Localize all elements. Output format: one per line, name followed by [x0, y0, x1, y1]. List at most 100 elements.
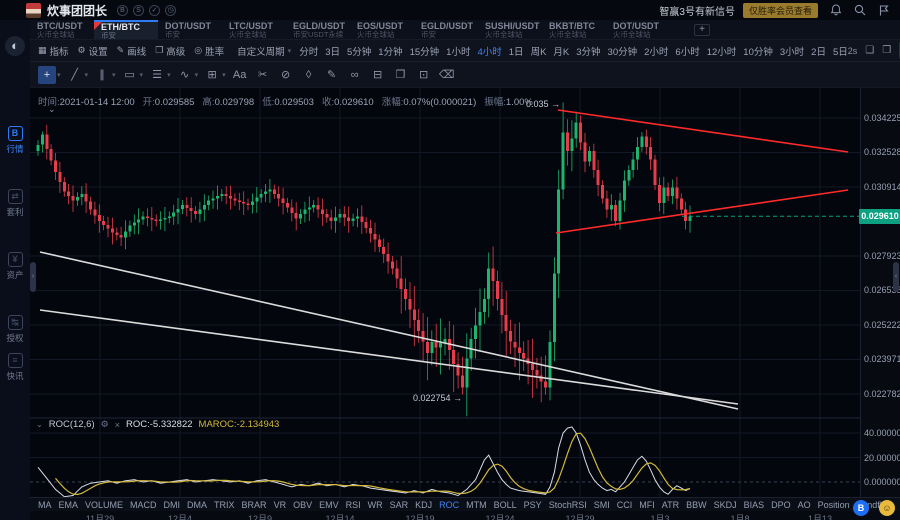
symbol-tab[interactable]: EOS/USDT 火币全球站 [357, 21, 404, 39]
indicator-tool[interactable]: ▦ 指标 [38, 45, 69, 58]
period-option[interactable]: 4小时 [477, 46, 502, 58]
indicator-tab[interactable]: Position [817, 499, 850, 510]
roc-close-icon[interactable]: × [114, 419, 120, 430]
sidebar-item[interactable]: ↹ 授权 [6, 315, 24, 343]
candlestick-chart[interactable]: 0.035 → 0.022754 → [30, 88, 860, 498]
indicator-tab[interactable]: SAR [389, 499, 409, 510]
indicator-tab[interactable]: AO [797, 499, 811, 510]
magnet-tool[interactable]: ∞ ▾ [350, 68, 359, 81]
app-logo-icon[interactable]: ◐ [5, 36, 25, 56]
period-option[interactable]: 2日 [811, 46, 826, 58]
indicator-tab[interactable]: OBV [293, 499, 313, 510]
indicator-tab[interactable]: EMA [58, 499, 79, 510]
roc-settings-icon[interactable]: ⚙ [100, 419, 109, 429]
vip-badge[interactable]: 仅胜率会员查看 [742, 2, 818, 18]
indicator-tab[interactable]: BBW [686, 499, 707, 510]
current-price-badge[interactable]: 0.029610 [859, 208, 900, 224]
indicator-tab[interactable]: KDJ [415, 499, 433, 510]
period-option[interactable]: 分时 [299, 46, 319, 58]
pencil-tool[interactable]: ✎ ▾ [327, 69, 337, 81]
period-option[interactable]: 5日 [832, 46, 848, 58]
indicator-tab[interactable]: SMI [593, 499, 610, 510]
period-option[interactable]: 1日 [508, 46, 524, 58]
symbol-tab[interactable]: BTC/USDT 火币全球站 [37, 21, 83, 39]
wave-tool[interactable]: ∿ ▾ [179, 69, 199, 81]
delete-tool[interactable]: ⌫ ▾ [438, 69, 455, 81]
symbol-tab[interactable]: ETH/BTC 币安 [94, 20, 158, 40]
indicator-tab[interactable]: MTM [466, 499, 487, 510]
bluetooth-float-button[interactable]: B [853, 500, 869, 516]
period-option[interactable]: 15分钟 [409, 46, 440, 58]
multi-window-icon[interactable]: ❐ [882, 45, 892, 56]
period-option[interactable]: 月K [553, 46, 570, 58]
period-option[interactable]: 3小时 [779, 46, 805, 58]
brush-tool[interactable]: ✂ ▾ [258, 69, 268, 81]
period-option[interactable]: 12小时 [706, 46, 737, 58]
settings-tool[interactable]: ⚙ 设置 [77, 45, 108, 58]
period-option[interactable]: 周K [530, 46, 547, 58]
period-option[interactable]: 1小时 [446, 46, 471, 58]
horizontal-lines-tool[interactable]: ☰ ▾ [152, 69, 171, 81]
period-option[interactable]: 3分钟 [576, 46, 601, 58]
grid-tool[interactable]: ⊞ ▾ [207, 69, 226, 81]
indicator-tab[interactable]: DMI [163, 499, 181, 510]
period-option[interactable]: 6小时 [675, 46, 700, 58]
user-avatar[interactable] [26, 2, 41, 18]
left-panel-handle[interactable]: › [30, 262, 36, 292]
sidebar-item[interactable]: ¥ 资产 [6, 252, 24, 280]
symbol-tab[interactable]: EGLD/USDT 币安USDT永续 [293, 21, 346, 39]
service-float-button[interactable]: ☺ [879, 500, 895, 516]
indicator-tab[interactable]: VOLUME [85, 499, 124, 510]
period-option[interactable]: 5分钟 [347, 46, 372, 58]
text-tool[interactable]: Aa ▾ [232, 68, 247, 81]
symbol-tab[interactable]: DOT/USDT 币安 [165, 21, 211, 39]
add-tab-button[interactable]: + [694, 24, 710, 36]
indicator-tab[interactable]: SKDJ [713, 499, 737, 510]
symbol-tab[interactable]: LTC/USDT 火币全球站 [229, 21, 273, 39]
indicator-tab[interactable]: Fundflow [856, 499, 894, 510]
symbol-tab[interactable]: SUSHI/USDT 火币全球站 [485, 21, 540, 39]
indicator-tab[interactable]: ROC [439, 499, 460, 510]
lock-tool[interactable]: ⊟ ▾ [373, 69, 383, 81]
collapse-roc-chevron[interactable]: ⌄ [36, 420, 43, 429]
indicator-tab[interactable]: StochRSI [548, 499, 587, 510]
drawline-tool[interactable]: ✎ 画线 [116, 45, 147, 58]
screenshot-tool[interactable]: ⊡ ▾ [419, 69, 429, 81]
indicator-tab[interactable]: EMV [319, 499, 339, 510]
indicator-tab[interactable]: BIAS [743, 499, 765, 510]
indicator-tab[interactable]: BOLL [493, 499, 517, 510]
indicator-tab[interactable]: VR [273, 499, 287, 510]
right-panel-handle[interactable]: ‹ [893, 262, 899, 292]
sidebar-item[interactable]: B 行情 [6, 126, 24, 154]
search-icon[interactable] [854, 4, 866, 16]
copy-tool[interactable]: ❐ ▾ [395, 69, 406, 81]
indicator-tab[interactable]: PSY [523, 499, 542, 510]
indicator-tab[interactable]: DMA [187, 499, 208, 510]
period-option[interactable]: 10分钟 [743, 46, 773, 58]
channel-tool[interactable]: ∥ ▾ [99, 69, 116, 81]
sidebar-item[interactable]: ⇄ 套利 [6, 189, 24, 217]
symbol-tab[interactable]: DOT/USDT 火币全球站 [613, 21, 659, 39]
advanced-tool[interactable]: ❒ 高级 [155, 45, 186, 58]
sidebar-item[interactable]: ≡ 快讯 [6, 353, 24, 381]
custom-period-dropdown[interactable]: 自定义周期 ▾ [237, 46, 292, 58]
period-option[interactable]: 30分钟 [607, 46, 638, 58]
indicator-tab[interactable]: MFI [639, 499, 655, 510]
symbol-tab[interactable]: BKBT/BTC 火币全球站 [549, 21, 595, 39]
period-option[interactable]: 1分钟 [378, 46, 403, 58]
fullscreen-icon[interactable]: ❏ [865, 45, 875, 56]
indicator-tab[interactable]: ATR [661, 499, 680, 510]
flag-icon[interactable] [878, 4, 890, 16]
indicator-tab[interactable]: TRIX [214, 499, 235, 510]
trendline-tool[interactable]: ╱ ▾ [71, 69, 89, 81]
period-option[interactable]: 3日 [325, 46, 340, 58]
rectangle-tool[interactable]: ▭ ▾ [124, 69, 144, 81]
indicator-tab[interactable]: RSI [345, 499, 361, 510]
collapse-chart-chevron[interactable]: ⌄ [48, 104, 56, 114]
hide-tool[interactable]: ⊘ ▾ [281, 69, 291, 81]
crosshair-tool[interactable]: + ▾ [38, 65, 61, 84]
indicator-tab[interactable]: BRAR [241, 499, 267, 510]
indicator-tab[interactable]: WR [367, 499, 383, 510]
price-axis[interactable]: 0.034225 0.032528 0.030914 0.027923 0.026538… [859, 88, 900, 497]
bell-icon[interactable] [830, 4, 842, 16]
